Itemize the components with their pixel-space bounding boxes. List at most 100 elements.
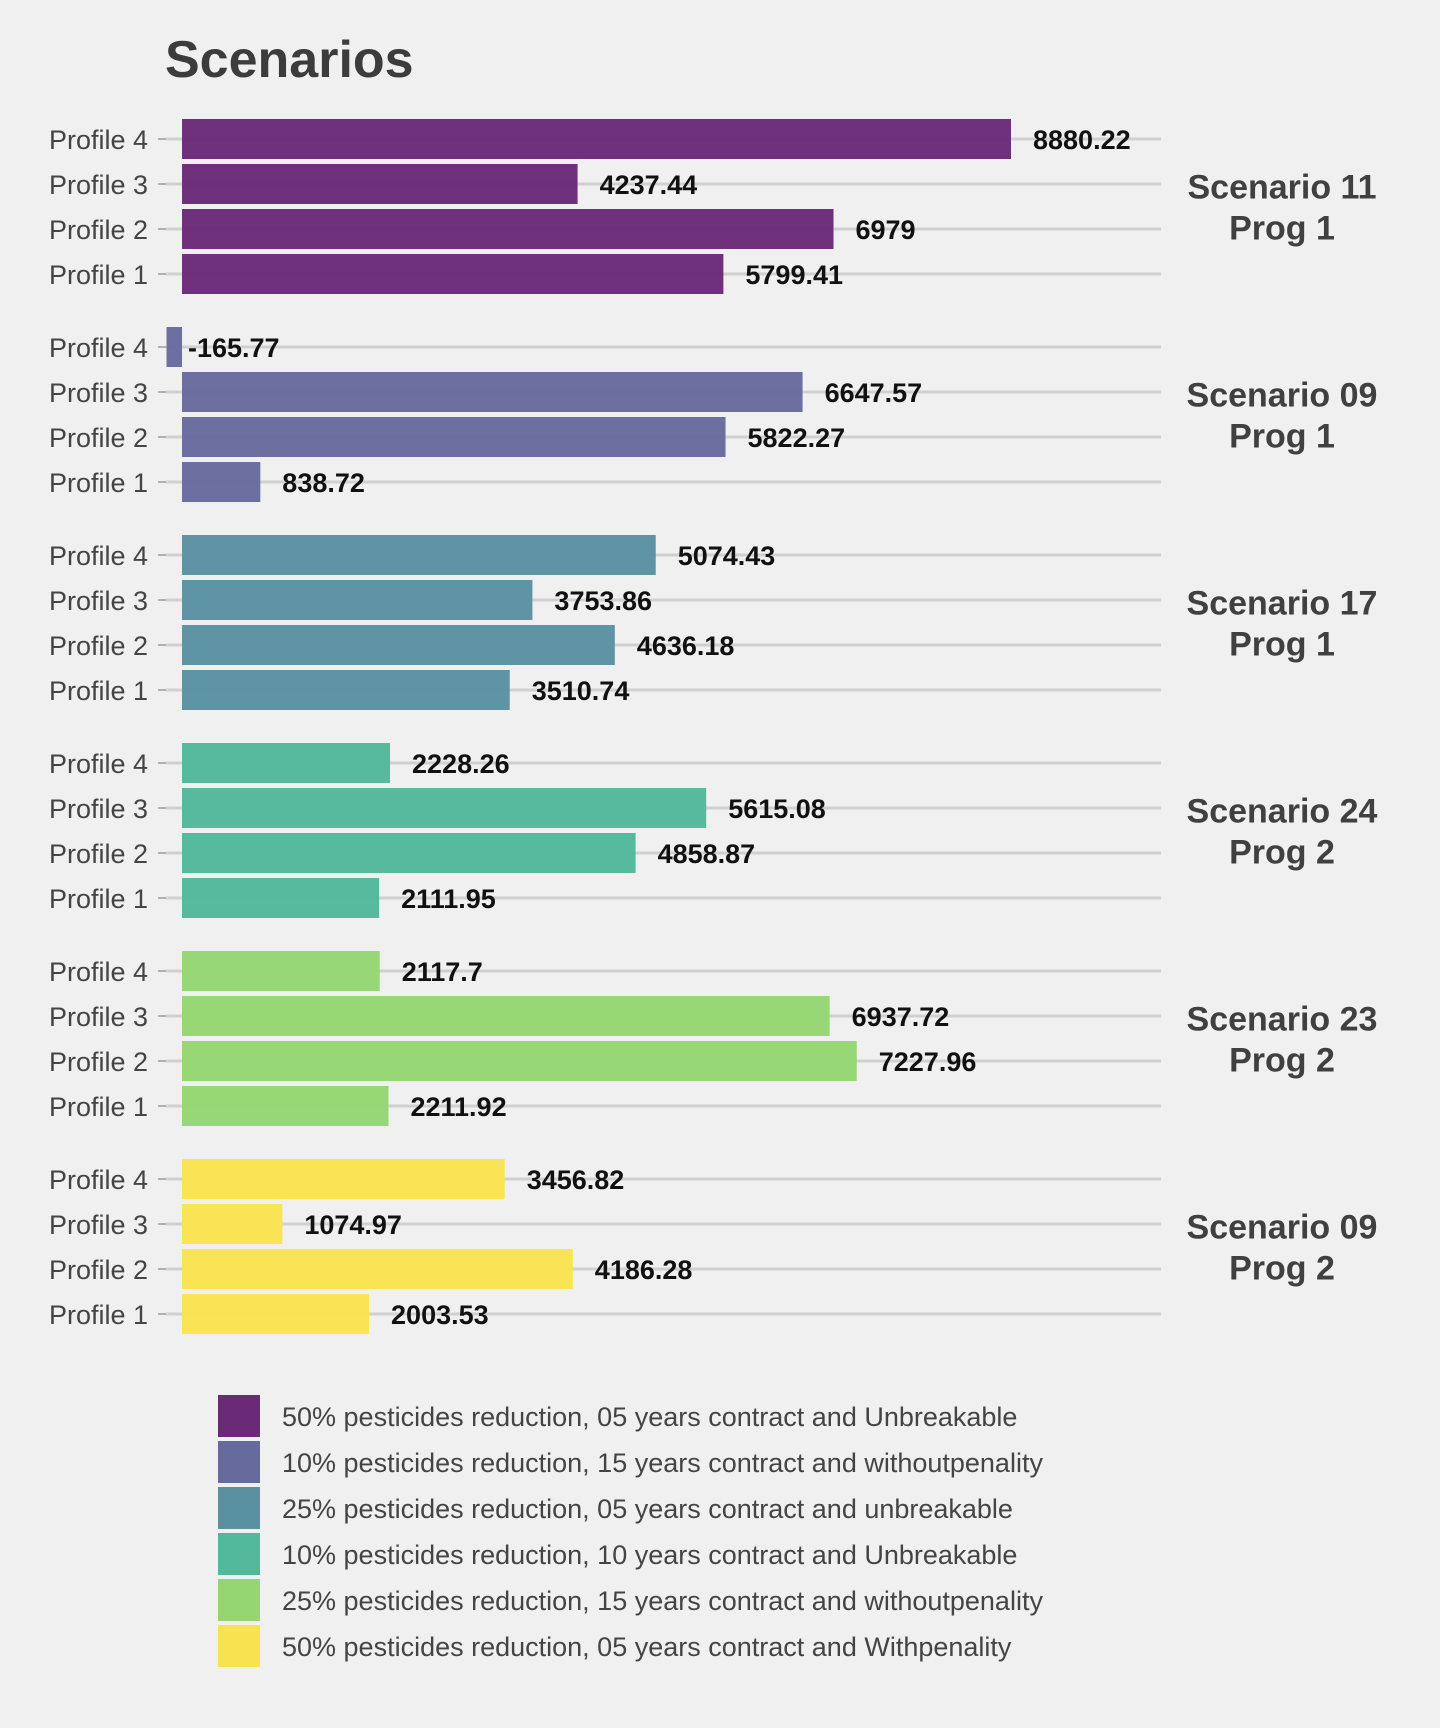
data-label: 838.72 [282, 468, 365, 498]
legend-label: 25% pesticides reduction, 15 years contr… [282, 1586, 1043, 1616]
facet-label: Scenario 09 Prog 2 [1187, 1209, 1378, 1288]
y-tick-label: Profile 1 [49, 676, 148, 706]
bar [182, 743, 391, 783]
facet-label-line: Scenario 23 [1187, 1001, 1378, 1039]
facet-panel: Profile 4 -165.77 Profile 3 6647.57 Profile … [49, 327, 1378, 502]
legend-swatch [218, 1579, 260, 1621]
facet-label-line: Scenario 17 [1187, 585, 1378, 623]
data-label: 5074.43 [678, 541, 776, 571]
facet-label-line: Scenario 09 [1187, 377, 1378, 415]
bar [182, 878, 380, 918]
y-tick-label: Profile 3 [49, 586, 148, 616]
y-tick-label: Profile 4 [49, 541, 148, 571]
facet-label: Scenario 09 Prog 1 [1187, 377, 1378, 456]
bar [182, 417, 726, 457]
bar [166, 327, 182, 367]
y-tick-label: Profile 2 [49, 1047, 148, 1077]
bar [182, 164, 578, 204]
facet-label: Scenario 11 Prog 1 [1187, 169, 1376, 248]
facet-label-line: Prog 1 [1229, 418, 1335, 456]
data-label: 3510.74 [532, 676, 630, 706]
y-tick-label: Profile 3 [49, 1210, 148, 1240]
data-label: 1074.97 [304, 1210, 402, 1240]
y-tick-label: Profile 1 [49, 884, 148, 914]
bar [182, 951, 380, 991]
bar [182, 625, 615, 665]
y-tick-label: Profile 2 [49, 423, 148, 453]
facet-label-line: Prog 1 [1229, 626, 1335, 664]
data-label: 4858.87 [658, 839, 756, 869]
facet-panel: Profile 4 2117.7 Profile 3 6937.72 Profile 2… [49, 951, 1378, 1126]
bar [182, 1086, 389, 1126]
bar [182, 670, 510, 710]
y-tick-label: Profile 4 [49, 957, 148, 987]
y-tick-label: Profile 2 [49, 215, 148, 245]
legend-label: 50% pesticides reduction, 05 years contr… [282, 1632, 1012, 1662]
facet-label: Scenario 17 Prog 1 [1187, 585, 1378, 664]
y-tick-label: Profile 1 [49, 1300, 148, 1330]
legend-item: 50% pesticides reduction, 05 years contr… [218, 1625, 1012, 1667]
data-label: 2228.26 [412, 749, 510, 779]
legend-swatch [218, 1625, 260, 1667]
facet-label-line: Prog 1 [1229, 210, 1335, 248]
bar [182, 1249, 573, 1289]
facet-panel: Profile 4 2228.26 Profile 3 5615.08 Profile … [49, 743, 1378, 918]
y-tick-label: Profile 2 [49, 839, 148, 869]
facet-label-line: Scenario 11 [1187, 169, 1376, 207]
facet-panel: Profile 4 3456.82 Profile 3 1074.97 Profile … [49, 1159, 1378, 1334]
facet-panel: Profile 4 5074.43 Profile 3 3753.86 Profile … [49, 535, 1378, 710]
facet-label-line: Scenario 09 [1187, 1209, 1378, 1247]
data-label: 4237.44 [600, 170, 698, 200]
y-tick-label: Profile 4 [49, 333, 148, 363]
facet-label-line: Prog 2 [1229, 1042, 1335, 1080]
data-label: 5615.08 [728, 794, 826, 824]
legend-item: 10% pesticides reduction, 15 years contr… [218, 1441, 1043, 1483]
legend-item: 50% pesticides reduction, 05 years contr… [218, 1395, 1017, 1437]
facet-label: Scenario 24 Prog 2 [1187, 793, 1378, 872]
y-tick-label: Profile 4 [49, 749, 148, 779]
y-tick-label: Profile 4 [49, 125, 148, 155]
facet-label-line: Scenario 24 [1187, 793, 1378, 831]
facet-panels: Profile 4 8880.22 Profile 3 4237.44 Profile … [49, 119, 1378, 1334]
legend-label: 50% pesticides reduction, 05 years contr… [282, 1402, 1017, 1432]
legend-swatch [218, 1487, 260, 1529]
data-label: 7227.96 [879, 1047, 977, 1077]
data-label: 4636.18 [637, 631, 735, 661]
y-tick-label: Profile 4 [49, 1165, 148, 1195]
data-label: -165.77 [188, 333, 280, 363]
y-tick-label: Profile 3 [49, 378, 148, 408]
data-label: 6937.72 [852, 1002, 950, 1032]
data-label: 3753.86 [554, 586, 652, 616]
y-tick-label: Profile 3 [49, 1002, 148, 1032]
y-tick-label: Profile 1 [49, 1092, 148, 1122]
legend-item: 10% pesticides reduction, 10 years contr… [218, 1533, 1017, 1575]
facet-panel: Profile 4 8880.22 Profile 3 4237.44 Profile … [49, 119, 1377, 294]
legend-swatch [218, 1395, 260, 1437]
y-tick-label: Profile 2 [49, 631, 148, 661]
bar [182, 535, 656, 575]
facet-label: Scenario 23 Prog 2 [1187, 1001, 1378, 1080]
data-label: 6979 [856, 215, 916, 245]
data-label: 2003.53 [391, 1300, 489, 1330]
y-tick-label: Profile 3 [49, 170, 148, 200]
bar [182, 1294, 370, 1334]
y-tick-label: Profile 3 [49, 794, 148, 824]
legend-item: 25% pesticides reduction, 05 years contr… [218, 1487, 1013, 1529]
bar [182, 833, 636, 873]
bar [182, 119, 1011, 159]
data-label: 8880.22 [1033, 125, 1131, 155]
data-label: 6647.57 [825, 378, 923, 408]
facet-label-line: Prog 2 [1229, 1250, 1335, 1288]
legend-swatch [218, 1533, 260, 1575]
bar [182, 1204, 283, 1244]
bar [182, 209, 834, 249]
legend-label: 25% pesticides reduction, 05 years contr… [282, 1494, 1013, 1524]
legend-label: 10% pesticides reduction, 10 years contr… [282, 1540, 1017, 1570]
legend-label: 10% pesticides reduction, 15 years contr… [282, 1448, 1043, 1478]
data-label: 2117.7 [402, 957, 483, 987]
y-tick-label: Profile 2 [49, 1255, 148, 1285]
legend: 50% pesticides reduction, 05 years contr… [218, 1395, 1043, 1667]
facet-label-line: Prog 2 [1229, 834, 1335, 872]
legend-item: 25% pesticides reduction, 15 years contr… [218, 1579, 1043, 1621]
